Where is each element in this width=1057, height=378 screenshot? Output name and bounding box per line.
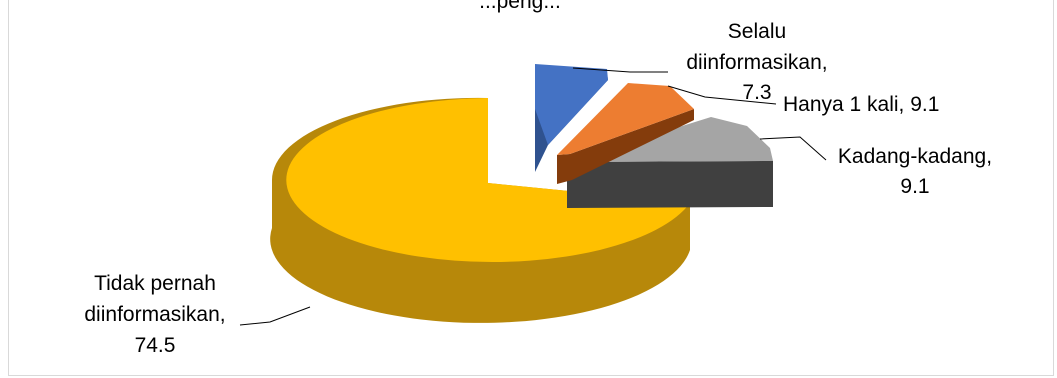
- label-line: Tidak pernah: [94, 272, 216, 295]
- leader-line-selalu: [572, 67, 668, 73]
- chart-frame: [8, 0, 1054, 376]
- slice-hanya-1-kali: [557, 83, 694, 184]
- label-line: 7.3: [742, 81, 771, 104]
- data-label-hanya: Hanya 1 kali, 9.1: [783, 93, 939, 116]
- slice-tidak-pernah: [270, 97, 690, 323]
- data-label-selalu: Selalu diinformasikan, 7.3: [686, 20, 827, 104]
- label-line: diinformasikan,: [84, 303, 225, 326]
- data-label-kadang: Kadang-kadang, 9.1: [838, 145, 992, 198]
- leader-line-tidak: [239, 306, 311, 326]
- slice-selalu: [535, 64, 608, 172]
- label-line: Kadang-kadang,: [838, 145, 992, 168]
- leader-line-kadang: [759, 136, 827, 161]
- label-line: 74.5: [135, 334, 176, 357]
- label-line: diinformasikan,: [686, 51, 827, 74]
- label-line: Selalu: [728, 20, 786, 43]
- label-line: Hanya 1 kali, 9.1: [783, 93, 939, 116]
- chart-title-text: ...peng...: [479, 0, 561, 13]
- data-label-tidak: Tidak pernah diinformasikan, 74.5: [84, 272, 225, 357]
- chart-title: ...peng...: [479, 0, 561, 13]
- label-line: 9.1: [900, 175, 929, 198]
- leader-line-hanya: [667, 85, 777, 105]
